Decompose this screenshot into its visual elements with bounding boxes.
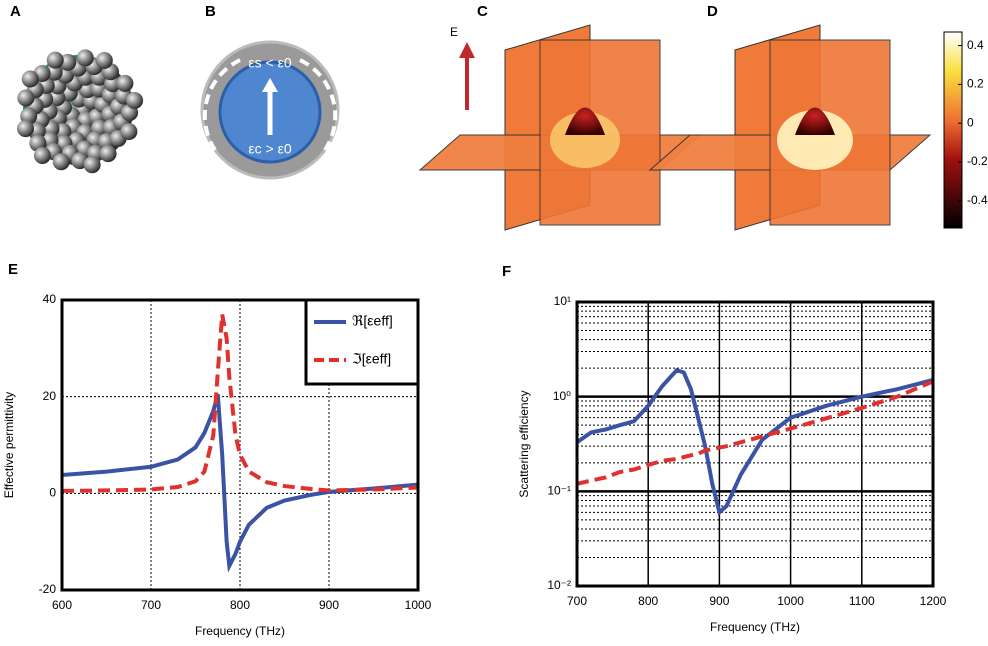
y-tick-label: 10⁻² bbox=[547, 578, 571, 592]
shell-particle bbox=[17, 120, 35, 138]
colorbar-tick-label: 0.2 bbox=[967, 77, 984, 91]
shell-particle bbox=[59, 53, 77, 71]
y-tick-label: -20 bbox=[39, 582, 57, 596]
x-tick-label: 700 bbox=[567, 594, 587, 608]
y-axis-label: Effective permittivity bbox=[2, 392, 16, 498]
data-line bbox=[61, 393, 419, 573]
y-tick-label: 10⁰ bbox=[553, 389, 571, 403]
data-line bbox=[61, 314, 419, 493]
field-label: E bbox=[450, 25, 458, 39]
field-map-d bbox=[648, 24, 932, 231]
field-arrowhead bbox=[459, 42, 475, 58]
shell-particle bbox=[120, 123, 138, 141]
x-tick-label: 1100 bbox=[849, 594, 875, 608]
panel-label: D bbox=[707, 3, 718, 20]
x-tick-label: 900 bbox=[319, 598, 339, 612]
panel-label: A bbox=[10, 3, 21, 20]
shell-particle bbox=[33, 147, 51, 165]
y-tick-label: 0 bbox=[49, 486, 56, 500]
core-shell-illustration: εs < ε0 εc > ε0 bbox=[200, 40, 340, 180]
x-tick-label: 600 bbox=[52, 598, 72, 612]
y-tick-label: 10¹ bbox=[554, 294, 571, 308]
shell-particle bbox=[99, 145, 117, 163]
shell-particle bbox=[95, 51, 113, 69]
x-tick-label: 1000 bbox=[405, 598, 432, 612]
shell-particle bbox=[126, 92, 144, 110]
legend-box bbox=[304, 298, 420, 386]
x-tick-label: 800 bbox=[230, 598, 250, 612]
shell-particle bbox=[52, 153, 70, 171]
field-map-c bbox=[418, 24, 702, 231]
colorbar-tick-label: -0.2 bbox=[967, 154, 988, 168]
colorbar bbox=[943, 31, 963, 229]
x-tick-label: 700 bbox=[141, 598, 161, 612]
shell-particle bbox=[21, 70, 39, 88]
colorbar-tick-label: 0 bbox=[967, 115, 974, 129]
y-tick-label: 40 bbox=[43, 292, 57, 306]
nanoparticle-illustration bbox=[17, 49, 144, 174]
colorbar-tick-label: 0.4 bbox=[967, 38, 984, 52]
panel-label: B bbox=[205, 3, 216, 20]
shell-particle bbox=[17, 89, 35, 107]
shell-particle bbox=[116, 74, 134, 92]
plot-frame bbox=[575, 300, 935, 588]
legend-label: ℜ[εeff] bbox=[352, 313, 393, 329]
y-tick-label: 20 bbox=[43, 389, 57, 403]
y-tick-label: 10⁻¹ bbox=[547, 484, 571, 498]
plot-frame bbox=[60, 298, 420, 592]
shell-particle bbox=[76, 49, 94, 67]
y-axis-label: Scattering efficiency bbox=[517, 390, 531, 497]
shell-particle bbox=[83, 156, 101, 174]
x-tick-label: 1200 bbox=[920, 594, 947, 608]
x-axis-label: Frequency (THz) bbox=[710, 620, 800, 634]
panel-label: C bbox=[477, 3, 488, 20]
panel-label: F bbox=[502, 263, 511, 280]
shell-permittivity: εs < ε0 bbox=[248, 55, 291, 71]
panel-label: E bbox=[8, 261, 18, 278]
x-tick-label: 800 bbox=[638, 594, 658, 608]
x-tick-label: 900 bbox=[709, 594, 729, 608]
shell-particle bbox=[46, 51, 64, 69]
x-axis-label: Frequency (THz) bbox=[195, 624, 285, 638]
data-line bbox=[575, 367, 934, 517]
colorbar-tick-label: -0.4 bbox=[967, 193, 988, 207]
core-permittivity: εc > ε0 bbox=[248, 141, 291, 157]
legend-label: ℑ[εeff] bbox=[352, 351, 391, 367]
data-line bbox=[576, 379, 934, 486]
x-tick-label: 1000 bbox=[777, 594, 804, 608]
